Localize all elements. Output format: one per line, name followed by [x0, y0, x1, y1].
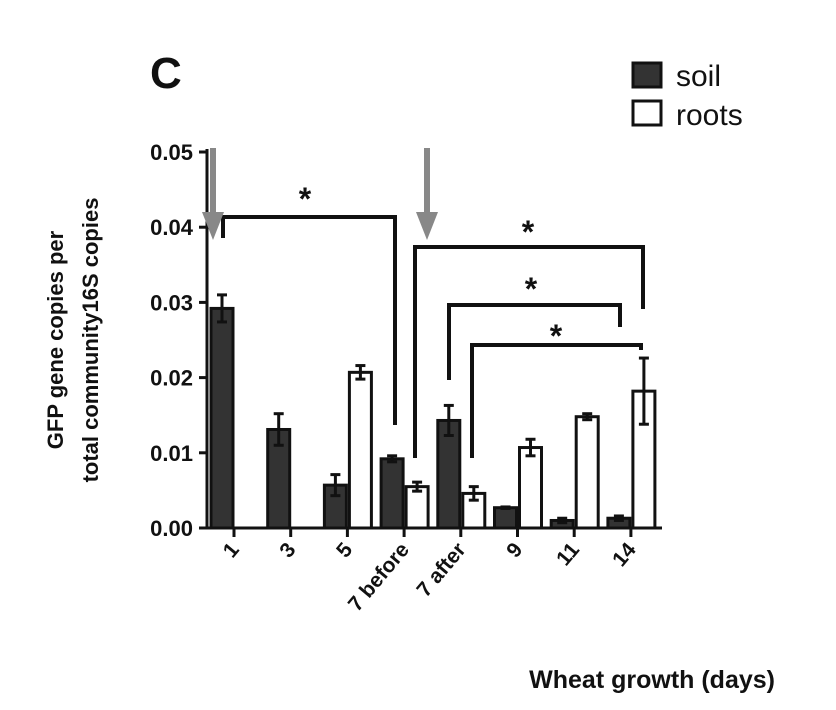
significance-bracket: [413, 245, 645, 458]
legend: soil roots: [631, 60, 743, 132]
y-axis-label-line1: GFP gene copies per: [43, 230, 68, 449]
error-bar: [582, 412, 593, 422]
y-tick-label: 0.02: [150, 366, 193, 391]
error-bar: [217, 293, 227, 324]
bar-roots: [574, 415, 600, 530]
y-tick-label: 0.00: [150, 516, 193, 541]
significance-bracket: [470, 343, 643, 458]
error-bar: [412, 480, 423, 493]
error-bar: [557, 516, 568, 525]
y-axis-label-line2: total community16S copies: [78, 198, 103, 483]
bar-roots: [518, 446, 543, 530]
x-tick-label: 7 after: [412, 538, 470, 601]
error-bar: [468, 485, 479, 502]
arrow-head: [416, 212, 438, 240]
y-tick-label: 0.04: [150, 215, 194, 240]
x-tick-label: 11: [552, 538, 584, 570]
error-bar: [443, 403, 454, 438]
significance-star: *: [550, 318, 563, 354]
significance-star: *: [522, 214, 535, 250]
y-tick-label: 0.05: [150, 140, 193, 165]
significance-bracket: [447, 303, 622, 380]
arrow-head: [202, 212, 224, 240]
bar-roots: [347, 370, 373, 530]
legend-label-roots: roots: [676, 99, 743, 132]
x-axis-label: Wheat growth (days): [529, 666, 775, 694]
legend-swatch-soil: [631, 61, 663, 89]
error-bar: [387, 454, 398, 464]
significance-bracket: [221, 215, 397, 425]
error-bar: [613, 514, 624, 522]
legend-label-soil: soil: [676, 60, 721, 93]
error-bar: [638, 356, 649, 426]
down-arrow-icon: [416, 148, 438, 240]
bar-roots: [404, 485, 430, 530]
legend-swatch-roots: [631, 99, 663, 127]
x-tick-label: 7 before: [344, 538, 414, 615]
bar-soil: [209, 306, 235, 530]
y-tick-label: 0.01: [150, 441, 193, 466]
x-tick-label: 3: [275, 538, 300, 562]
error-bar: [355, 364, 366, 381]
x-tick-label: 9: [502, 538, 527, 562]
y-axis-label: GFP gene copies per total community16S c…: [43, 198, 103, 483]
x-tick-label: 1: [219, 538, 244, 562]
error-bar: [273, 412, 284, 447]
bar-soil: [493, 506, 518, 530]
bar-soil: [379, 457, 405, 530]
error-bar: [330, 473, 341, 498]
error-bar: [500, 505, 511, 510]
significance-star: *: [525, 271, 538, 307]
panel-label: C: [150, 49, 182, 98]
x-tick-label: 14: [608, 538, 641, 571]
significance-star: *: [299, 181, 312, 217]
error-bar: [525, 437, 536, 458]
down-arrow-icon: [202, 148, 224, 240]
y-tick-label: 0.03: [150, 290, 193, 315]
x-tick-label: 5: [332, 538, 357, 562]
